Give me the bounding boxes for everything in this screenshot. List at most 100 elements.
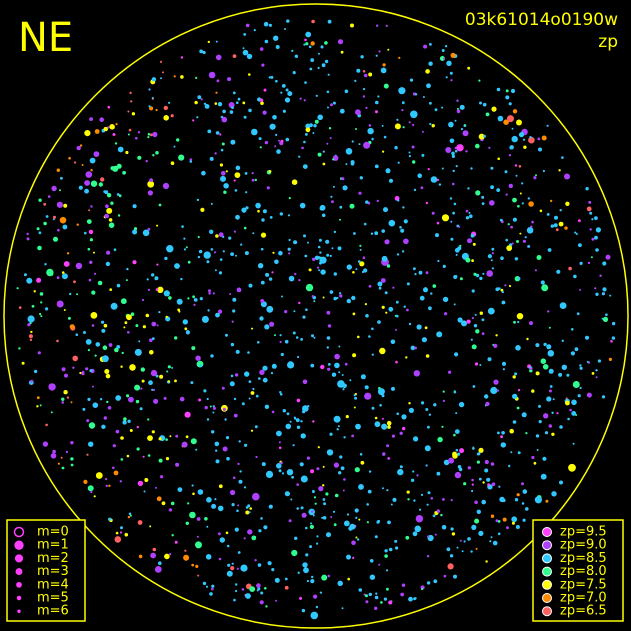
star	[235, 349, 240, 354]
star	[232, 91, 236, 95]
star	[281, 472, 285, 475]
star	[75, 333, 79, 337]
star	[164, 553, 170, 560]
star	[299, 97, 302, 100]
star	[386, 264, 391, 268]
star	[528, 136, 535, 144]
star	[574, 231, 577, 234]
star	[568, 463, 576, 472]
zp-swatch	[542, 540, 552, 551]
star	[346, 264, 352, 270]
star	[543, 413, 549, 419]
star	[142, 455, 145, 458]
star	[124, 321, 128, 325]
star	[397, 468, 404, 476]
star	[310, 58, 315, 62]
star	[442, 57, 446, 60]
star	[444, 312, 448, 316]
star	[228, 236, 232, 240]
star	[467, 238, 472, 244]
star	[366, 503, 370, 506]
star	[358, 518, 361, 521]
star	[280, 461, 283, 465]
star	[301, 512, 307, 518]
star	[510, 225, 513, 229]
star	[333, 296, 338, 301]
star	[408, 402, 411, 405]
star	[511, 242, 514, 245]
star	[433, 403, 437, 407]
star	[70, 401, 73, 404]
star	[136, 447, 140, 451]
star	[42, 441, 49, 447]
star	[421, 401, 425, 405]
star	[177, 308, 181, 312]
star	[524, 236, 527, 239]
star	[87, 397, 91, 401]
star	[171, 534, 174, 537]
star	[160, 475, 164, 479]
star	[463, 124, 466, 127]
star	[358, 484, 364, 490]
star	[471, 489, 474, 493]
star	[419, 508, 422, 511]
star	[352, 353, 357, 358]
star	[291, 179, 298, 185]
star	[471, 259, 474, 262]
star	[338, 345, 341, 348]
star	[341, 177, 345, 181]
star	[359, 261, 365, 267]
star	[602, 261, 607, 266]
star	[235, 254, 237, 257]
star	[248, 73, 251, 76]
star	[463, 540, 466, 543]
star	[450, 527, 454, 531]
star	[340, 50, 344, 54]
star	[86, 453, 89, 456]
star	[391, 434, 395, 438]
star	[84, 180, 90, 186]
star	[547, 248, 552, 252]
star	[198, 249, 203, 254]
star	[319, 591, 322, 594]
star	[202, 50, 206, 55]
star	[253, 29, 256, 32]
star	[505, 238, 509, 242]
star	[515, 174, 518, 177]
star	[436, 178, 439, 182]
star	[36, 227, 40, 231]
star	[215, 40, 218, 43]
star	[546, 344, 552, 350]
star	[401, 583, 406, 587]
star	[300, 475, 308, 483]
star	[399, 431, 403, 435]
star	[126, 267, 129, 271]
star	[534, 269, 538, 272]
star	[343, 436, 346, 439]
star	[159, 60, 163, 63]
star	[229, 293, 232, 295]
star	[413, 436, 419, 442]
star	[571, 411, 577, 416]
star	[279, 340, 282, 344]
star	[479, 276, 483, 281]
star	[251, 128, 258, 136]
star	[113, 248, 117, 251]
star	[225, 436, 230, 440]
star	[351, 295, 356, 301]
star	[512, 217, 518, 222]
star	[459, 277, 463, 281]
star	[541, 284, 549, 292]
star	[443, 459, 450, 466]
star	[233, 598, 236, 602]
star	[115, 395, 122, 401]
star	[99, 117, 104, 122]
star	[285, 423, 292, 430]
star	[53, 236, 58, 242]
star	[309, 67, 313, 71]
star	[551, 491, 557, 497]
star	[548, 389, 552, 393]
star	[432, 514, 436, 518]
star	[427, 535, 430, 538]
star	[452, 211, 455, 215]
